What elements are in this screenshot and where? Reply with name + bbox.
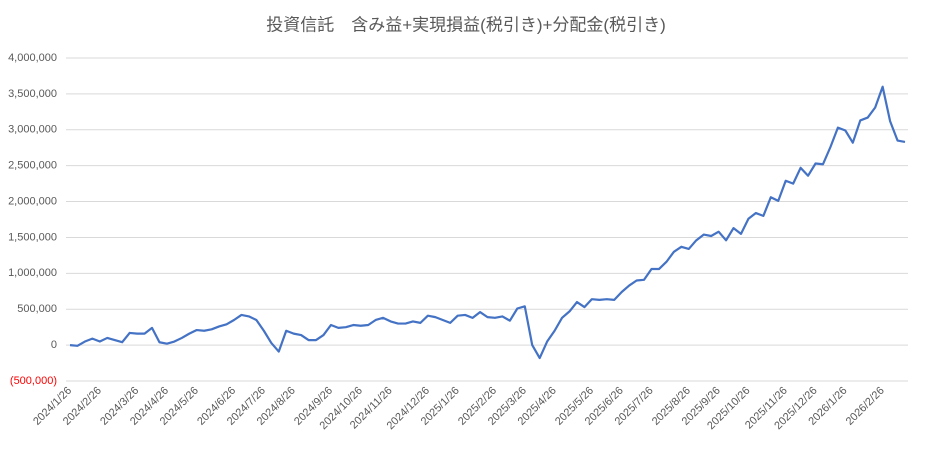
data-line [69, 85, 906, 360]
y-tick-label: 2,000,000 [8, 195, 57, 207]
y-tick-label: 4,000,000 [8, 52, 57, 64]
y-tick-label: (500,000) [10, 375, 57, 387]
y-tick-label: 3,500,000 [8, 88, 57, 100]
y-tick-label: 1,000,000 [8, 267, 57, 279]
chart-title: 投資信託 含み益+実現損益(税引き)+分配金(税引き) [266, 15, 666, 34]
y-tick-label: 3,000,000 [8, 124, 57, 136]
y-tick-label: 500,000 [17, 303, 57, 315]
y-tick-label: 1,500,000 [8, 231, 57, 243]
y-tick-label: 0 [51, 339, 57, 351]
y-tick-label: 2,500,000 [8, 160, 57, 172]
